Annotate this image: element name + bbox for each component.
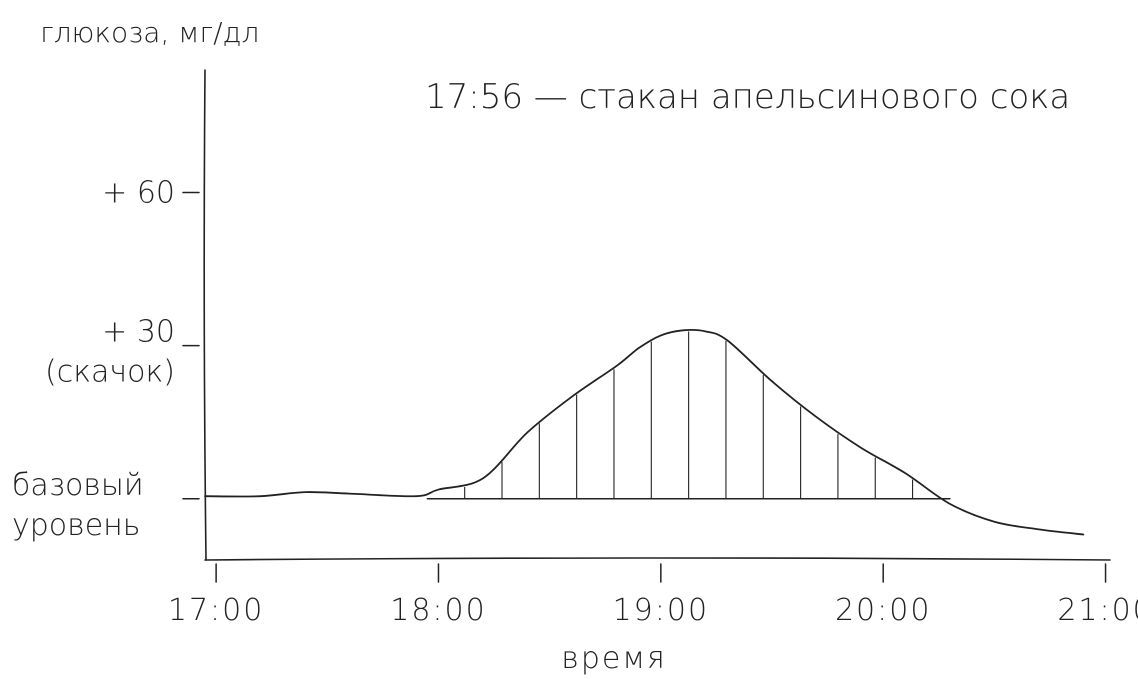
x-tick-label: 18:00 (390, 593, 486, 628)
glucose-curve (204, 328, 1085, 536)
x-tick-label: 19:00 (613, 593, 709, 628)
x-tick-label: 21:00 (1057, 593, 1138, 628)
x-axis-label: время (561, 641, 666, 676)
series-layer (204, 328, 1085, 536)
y-axis-line (203, 69, 207, 561)
x-axis-line (204, 557, 1111, 561)
y-tick-label: + 60 (102, 176, 175, 211)
y-axis-label: глюкоза, мг/дл (40, 16, 259, 49)
area-under-curve (426, 331, 951, 500)
x-tick-label: 20:00 (835, 593, 931, 628)
x-tick-label: 17:00 (168, 593, 264, 628)
y-tick-label: + 30 (скачок) (45, 315, 175, 390)
annotation-label: 17:56 — стакан апельсинового сока (425, 77, 1070, 117)
axes (203, 69, 1111, 561)
y-tick-label: базовый уровень (12, 468, 144, 543)
